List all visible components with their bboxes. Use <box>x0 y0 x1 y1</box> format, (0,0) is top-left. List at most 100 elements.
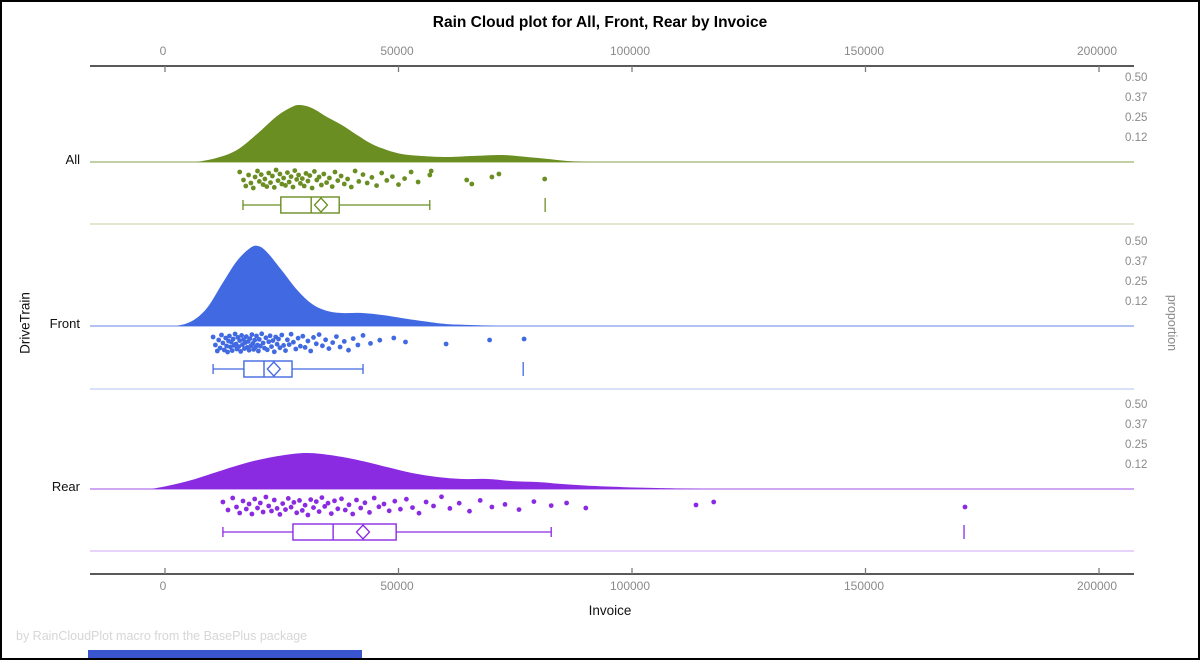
rain-point-Rear <box>255 505 260 511</box>
rain-point-Rear <box>316 509 322 514</box>
density-curve-Rear <box>151 453 702 489</box>
rain-point-Rear <box>294 510 300 516</box>
rain-point-Front <box>214 348 220 354</box>
prop-tick-front-050: 0.50 <box>1125 236 1148 248</box>
rain-point-Rear <box>531 499 537 504</box>
prop-tick-front-037: 0.37 <box>1125 256 1148 268</box>
prop-tick-all-037: 0.37 <box>1125 92 1148 104</box>
rain-point-All <box>338 173 344 179</box>
rain-point-Rear <box>342 507 348 513</box>
prop-tick-rear-037: 0.37 <box>1125 419 1148 431</box>
rain-point-All <box>273 167 279 173</box>
rain-point-Rear <box>502 502 508 507</box>
rain-point-Front <box>247 336 253 341</box>
rain-point-All <box>301 183 307 189</box>
rain-point-Rear <box>477 498 483 503</box>
rain-point-Rear <box>285 496 291 501</box>
top-x-tick-label-100000: 100000 <box>609 44 651 58</box>
rain-point-Front <box>341 339 347 344</box>
rain-point-Front <box>232 331 238 337</box>
rain-point-Rear <box>234 504 239 510</box>
rain-point-All <box>352 168 358 174</box>
rain-point-Rear <box>346 502 352 508</box>
rain-point-Front <box>326 346 332 351</box>
rain-point-Front <box>227 333 232 339</box>
rain-point-Front <box>259 331 265 337</box>
rain-point-All <box>408 169 414 175</box>
rain-point-Rear <box>447 506 453 511</box>
box-Rear <box>292 523 397 541</box>
rain-point-All <box>360 172 366 178</box>
rain-point-Front <box>210 334 216 340</box>
rain-point-All <box>283 183 288 188</box>
rain-point-Rear <box>328 511 334 516</box>
rain-point-Rear <box>404 496 409 502</box>
rain-point-All <box>469 181 475 187</box>
x-axis-title-invoice: Invoice <box>588 603 632 618</box>
top-x-tick-label-0: 0 <box>159 44 167 58</box>
rain-point-Front <box>249 332 255 337</box>
rain-point-All <box>270 173 275 179</box>
rain-point-Front <box>368 341 373 346</box>
rain-point-Front <box>263 335 269 341</box>
rain-point-Rear <box>325 500 331 506</box>
rain-point-All <box>250 185 256 191</box>
prop-tick-all-025: 0.25 <box>1125 112 1148 124</box>
prop-tick-rear-025: 0.25 <box>1125 439 1148 451</box>
rain-point-Front <box>229 348 235 353</box>
rain-point-Front <box>230 336 236 342</box>
top-x-tick-label-50000: 50000 <box>380 44 414 58</box>
rain-point-Front <box>330 340 336 345</box>
rain-point-Rear <box>381 501 387 507</box>
rain-point-Front <box>305 338 311 344</box>
category-label-rear: Rear <box>51 479 80 494</box>
rain-point-Rear <box>291 500 297 505</box>
rain-point-Front <box>216 337 222 343</box>
rain-point-Front <box>487 337 492 343</box>
rain-point-All <box>264 184 270 190</box>
prop-tick-front-025: 0.25 <box>1125 276 1148 288</box>
rain-point-All <box>288 174 294 180</box>
bottom-x-tick-label-50000: 50000 <box>380 579 414 593</box>
rain-point-Rear <box>516 507 522 512</box>
rain-point-All <box>292 168 298 174</box>
top-x-tick-label-150000: 150000 <box>843 44 885 58</box>
rain-point-All <box>241 177 246 183</box>
rain-point-All <box>299 176 305 182</box>
rain-point-Front <box>291 339 296 345</box>
rain-point-Rear <box>367 510 372 515</box>
rain-point-Front <box>256 337 262 342</box>
rain-point-All <box>390 174 395 180</box>
rain-point-All <box>303 171 309 176</box>
rain-point-Front <box>270 338 276 343</box>
rain-point-All <box>321 171 327 177</box>
rain-point-Rear <box>392 498 398 504</box>
rain-point-All <box>327 175 332 181</box>
rain-point-Front <box>293 346 299 352</box>
box-All <box>280 196 340 214</box>
rain-point-All <box>285 170 290 176</box>
rain-point-Rear <box>354 497 359 503</box>
rain-point-Rear <box>711 499 717 505</box>
rain-point-Front <box>219 332 224 338</box>
rain-point-Rear <box>299 508 305 513</box>
rain-point-Front <box>320 343 325 349</box>
rain-point-Front <box>334 334 339 339</box>
rain-point-Front <box>256 348 261 354</box>
rain-point-Front <box>346 347 351 353</box>
top-x-tick-label-200000: 200000 <box>1076 44 1118 58</box>
rain-point-All <box>255 168 260 174</box>
rain-point-Front <box>281 343 286 348</box>
rain-point-All <box>246 172 252 178</box>
rain-point-Front <box>300 333 306 339</box>
rain-point-Rear <box>456 500 462 506</box>
rain-point-Front <box>257 343 263 349</box>
rain-point-Rear <box>311 505 316 510</box>
prop-tick-all-012: 0.12 <box>1125 132 1148 144</box>
rain-point-Front <box>236 344 242 349</box>
rain-point-Front <box>274 341 280 347</box>
rain-point-All <box>281 175 286 181</box>
rain-point-All <box>319 182 324 188</box>
rain-point-Front <box>276 336 281 342</box>
rain-point-Front <box>228 344 233 350</box>
